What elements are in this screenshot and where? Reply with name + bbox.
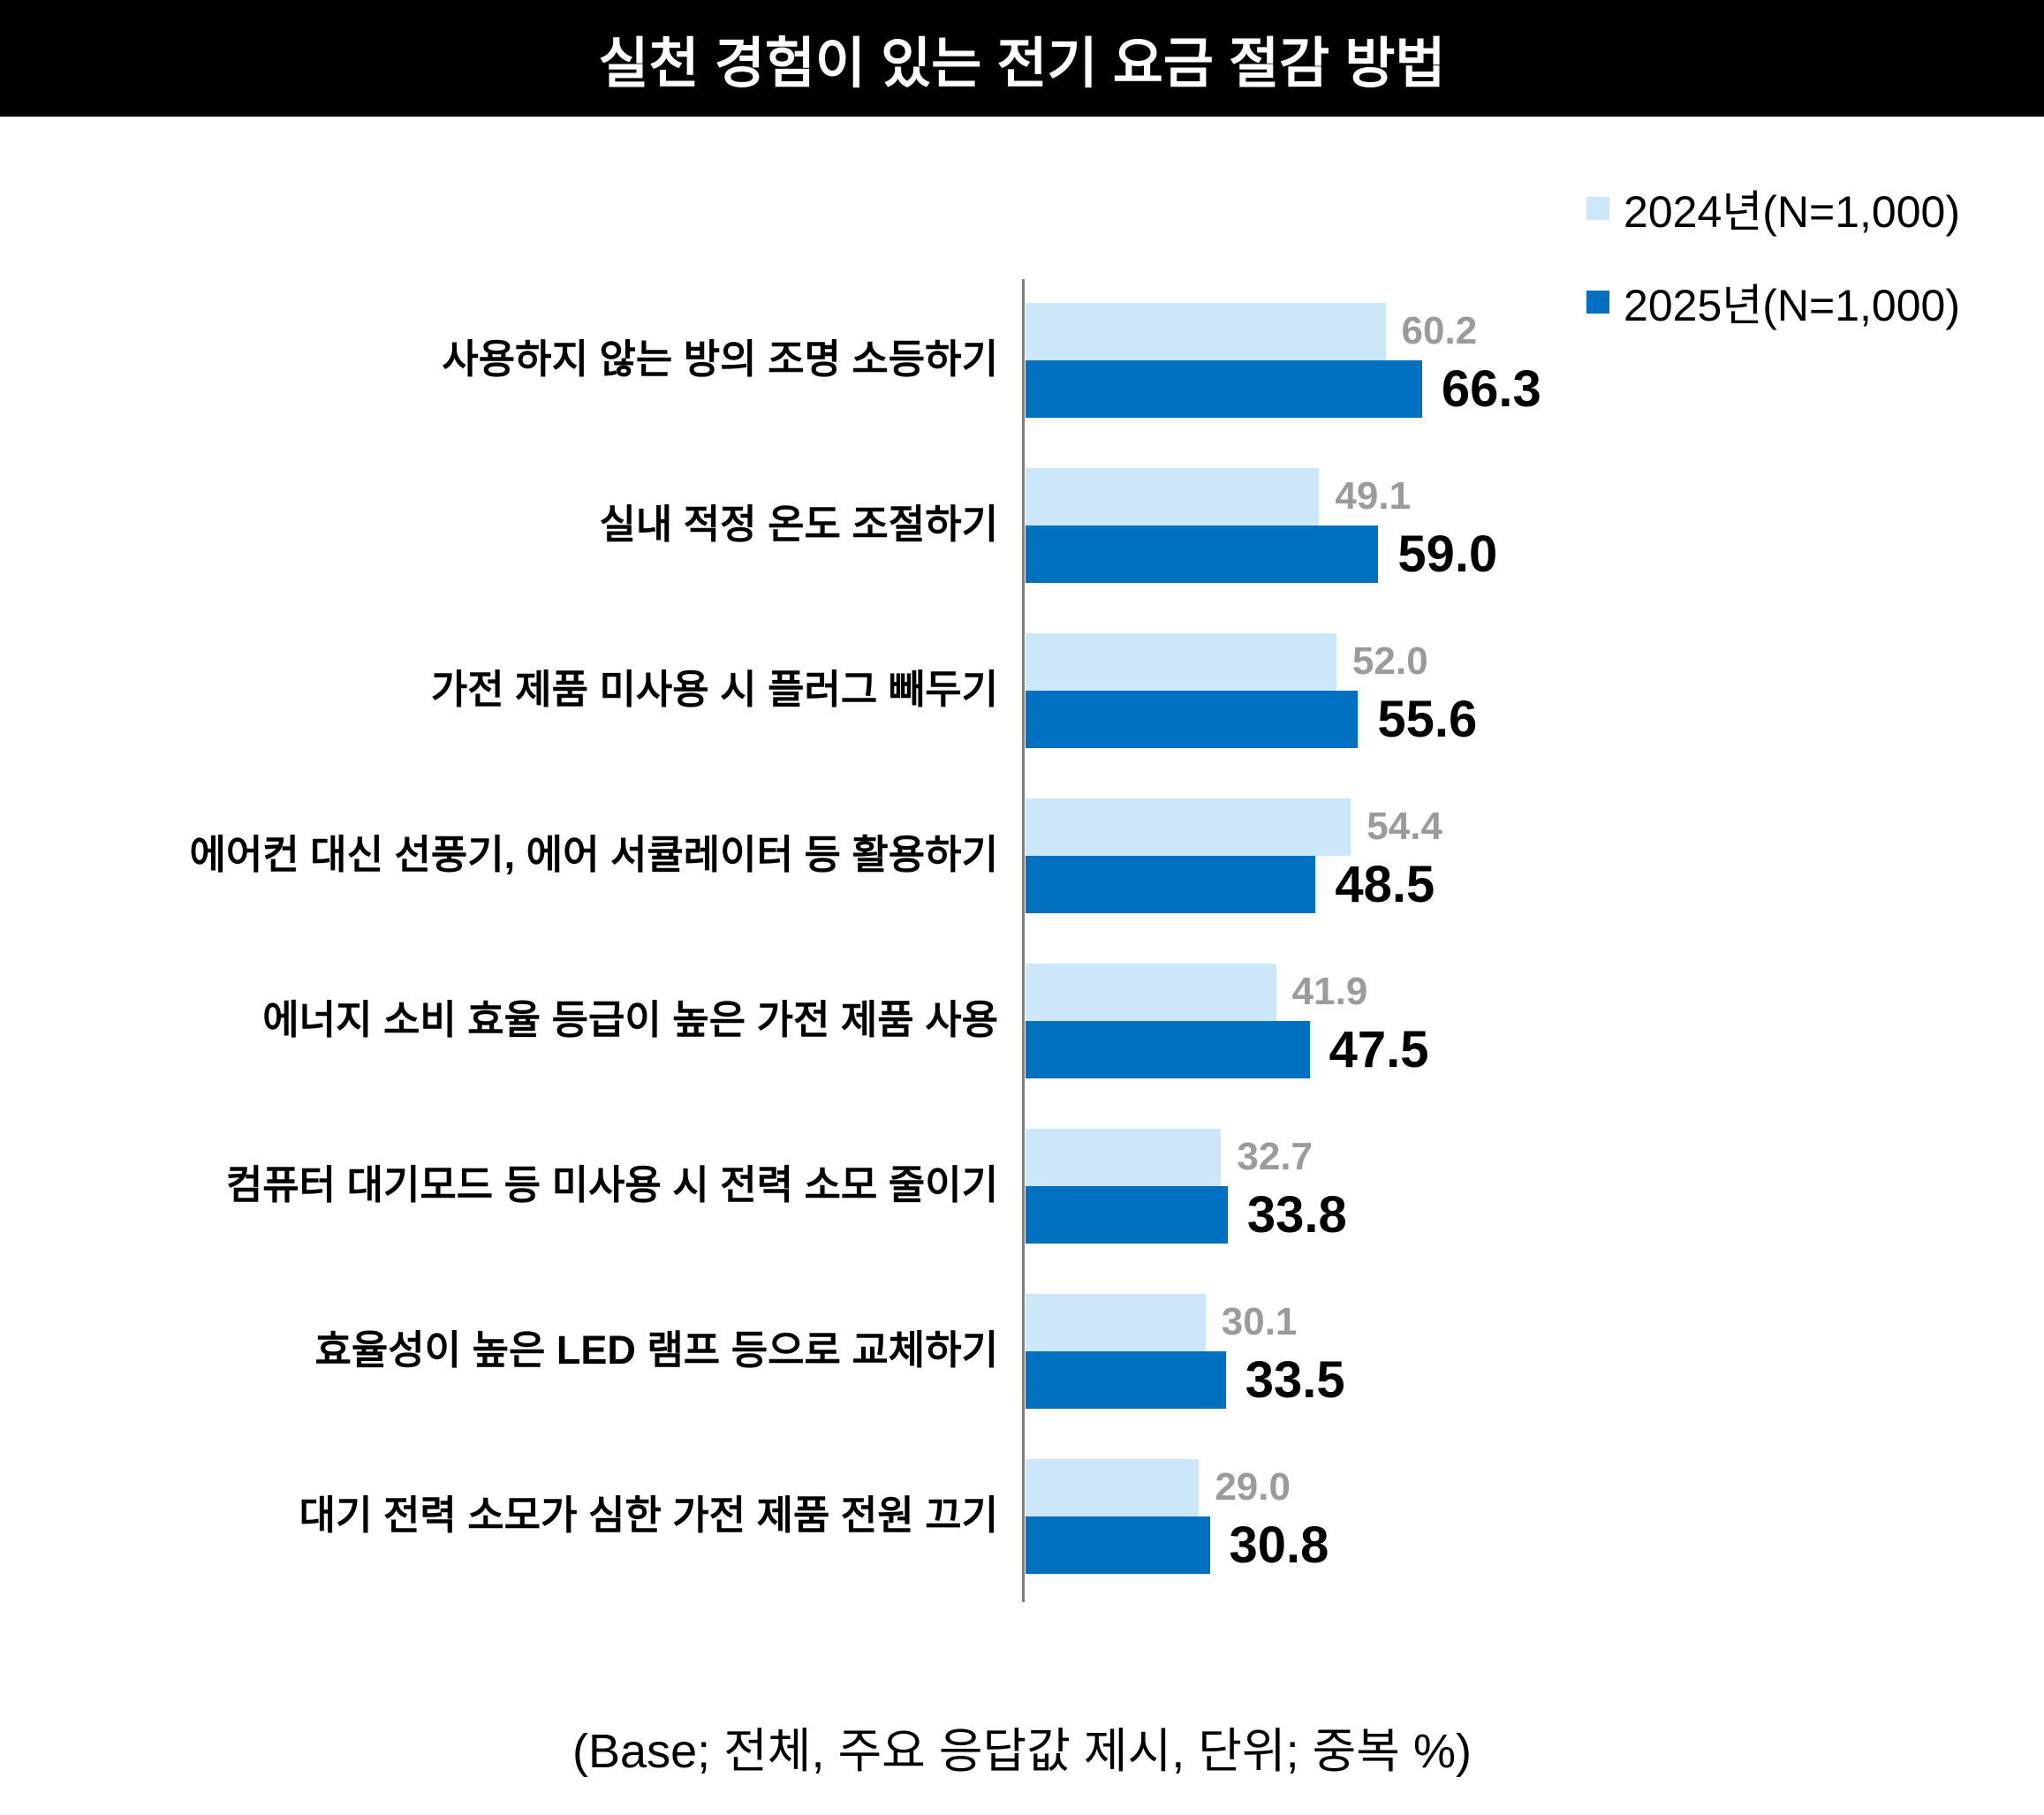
bar-rows: 사용하지 않는 방의 조명 소등하기 60.2 66.3 실내 적정 온도 조절… <box>0 277 2044 1599</box>
value-label-2025: 55.6 <box>1377 690 1478 748</box>
bar-line-2024: 60.2 <box>1026 302 1624 360</box>
value-label-2024: 49.1 <box>1335 474 1412 518</box>
bar-line-2024: 30.1 <box>1026 1293 1624 1351</box>
value-label-2024: 60.2 <box>1401 309 1478 352</box>
category-label: 컴퓨터 대기모드 등 미사용 시 전력 소모 줄이기 <box>225 1162 998 1208</box>
bar-group: 에너지 소비 효율 등급이 높은 가전 제품 사용 41.9 47.5 <box>0 938 2044 1103</box>
value-label-2025: 66.3 <box>1441 359 1541 418</box>
category-label: 에너지 소비 효율 등급이 높은 가전 제품 사용 <box>262 997 998 1043</box>
bar-line-2024: 52.0 <box>1026 632 1624 691</box>
value-label-2024: 30.1 <box>1221 1300 1298 1343</box>
bar-line-2024: 29.0 <box>1026 1458 1624 1516</box>
bar-group: 에어컨 대신 선풍기, 에어 서큘레이터 등 활용하기 54.4 48.5 <box>0 773 2044 938</box>
y-axis-line <box>1022 279 1025 1602</box>
bar-pair: 30.1 33.5 <box>1026 1293 1624 1409</box>
base-note: (Base; 전체, 주요 응답값 제시, 단위; 중복 %) <box>572 1725 1472 1778</box>
value-label-2025: 30.8 <box>1229 1516 1329 1574</box>
chart-title: 실천 경험이 있는 전기 요금 절감 방법 <box>598 34 1446 95</box>
value-label-2024: 29.0 <box>1215 1465 1291 1509</box>
value-label-2025: 59.0 <box>1397 525 1498 583</box>
bar-pair: 49.1 59.0 <box>1026 467 1624 583</box>
bar-2024 <box>1026 1293 1206 1351</box>
bar-2025 <box>1026 359 1422 418</box>
legend-swatch-2025-icon <box>1586 291 1610 314</box>
value-label-2025: 33.5 <box>1245 1350 1345 1409</box>
bar-group: 컴퓨터 대기모드 등 미사용 시 전력 소모 줄이기 32.7 33.8 <box>0 1103 2044 1268</box>
bar-line-2024: 49.1 <box>1026 467 1624 526</box>
bar-2024 <box>1026 632 1337 691</box>
bar-2025 <box>1026 690 1359 748</box>
bar-group: 가전 제품 미사용 시 플러그 빼두기 52.0 55.6 <box>0 608 2044 773</box>
bar-pair: 41.9 47.5 <box>1026 963 1624 1078</box>
bar-line-2025: 47.5 <box>1026 1020 1624 1078</box>
bar-line-2025: 59.0 <box>1026 525 1624 583</box>
bar-group: 효율성이 높은 LED 램프 등으로 교체하기 30.1 33.5 <box>0 1268 2044 1433</box>
bar-2024 <box>1026 798 1351 856</box>
category-label: 가전 제품 미사용 시 플러그 빼두기 <box>430 667 998 713</box>
value-label-2024: 32.7 <box>1237 1135 1313 1178</box>
bar-pair: 60.2 66.3 <box>1026 302 1624 418</box>
bar-group: 대기 전력 소모가 심한 가전 제품 전원 끄기 29.0 30.8 <box>0 1433 2044 1599</box>
bar-2025 <box>1026 1020 1310 1078</box>
bar-pair: 29.0 30.8 <box>1026 1458 1624 1574</box>
bar-line-2024: 54.4 <box>1026 798 1624 856</box>
bar-line-2025: 55.6 <box>1026 690 1624 748</box>
bar-2024 <box>1026 302 1386 360</box>
bar-line-2025: 48.5 <box>1026 855 1624 913</box>
bar-2025 <box>1026 525 1379 583</box>
legend-label-2025: 2025년(N=1,000) <box>1624 281 1960 330</box>
value-label-2024: 41.9 <box>1291 970 1368 1013</box>
bar-pair: 54.4 48.5 <box>1026 798 1624 913</box>
category-label: 에어컨 대신 선풍기, 에어 서큘레이터 등 활용하기 <box>189 832 998 878</box>
bar-line-2024: 32.7 <box>1026 1128 1624 1186</box>
value-label-2025: 48.5 <box>1335 855 1435 913</box>
bar-chart: 사용하지 않는 방의 조명 소등하기 60.2 66.3 실내 적정 온도 조절… <box>0 277 2044 1602</box>
legend-swatch-2024-icon <box>1586 197 1610 220</box>
legend: 2024년(N=1,000) 2025년(N=1,000) <box>1586 177 1960 334</box>
bar-2025 <box>1026 1350 1226 1409</box>
bar-2025 <box>1026 1185 1228 1244</box>
bar-line-2025: 66.3 <box>1026 359 1624 418</box>
category-label: 효율성이 높은 LED 램프 등으로 교체하기 <box>314 1327 998 1373</box>
category-label: 대기 전력 소모가 심한 가전 제품 전원 끄기 <box>299 1493 998 1539</box>
bar-2024 <box>1026 467 1320 526</box>
bar-2024 <box>1026 1458 1200 1516</box>
category-label: 실내 적정 온도 조절하기 <box>599 502 998 548</box>
category-label: 사용하지 않는 방의 조명 소등하기 <box>442 337 998 382</box>
value-label-2025: 33.8 <box>1246 1185 1347 1244</box>
bar-pair: 32.7 33.8 <box>1026 1128 1624 1244</box>
bar-line-2024: 41.9 <box>1026 963 1624 1021</box>
legend-item-2025: 2025년(N=1,000) <box>1586 270 1960 334</box>
legend-label-2024: 2024년(N=1,000) <box>1624 187 1960 237</box>
bar-2025 <box>1026 855 1316 913</box>
legend-item-2024: 2024년(N=1,000) <box>1586 177 1960 240</box>
value-label-2025: 47.5 <box>1329 1020 1429 1078</box>
value-label-2024: 52.0 <box>1352 639 1428 683</box>
title-banner: 실천 경험이 있는 전기 요금 절감 방법 <box>0 0 2044 117</box>
bar-line-2025: 33.5 <box>1026 1350 1624 1409</box>
bar-2024 <box>1026 1128 1222 1186</box>
bar-group: 실내 적정 온도 조절하기 49.1 59.0 <box>0 442 2044 608</box>
bar-line-2025: 30.8 <box>1026 1516 1624 1574</box>
bar-group: 사용하지 않는 방의 조명 소등하기 60.2 66.3 <box>0 277 2044 442</box>
value-label-2024: 54.4 <box>1366 805 1442 848</box>
bar-pair: 52.0 55.6 <box>1026 632 1624 748</box>
bar-line-2025: 33.8 <box>1026 1185 1624 1244</box>
bar-2024 <box>1026 963 1276 1021</box>
bar-2025 <box>1026 1516 1210 1574</box>
